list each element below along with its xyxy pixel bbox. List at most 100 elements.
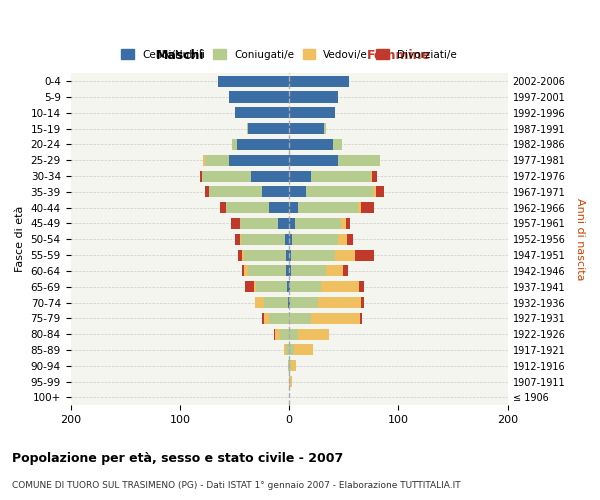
Bar: [290, 281, 321, 292]
Bar: [288, 297, 289, 308]
Legend: Celibi/Nubili, Coniugati/e, Vedovi/e, Divorziati/e: Celibi/Nubili, Coniugati/e, Vedovi/e, Di…: [117, 46, 461, 64]
Bar: [269, 313, 289, 324]
Bar: [205, 186, 209, 198]
Bar: [262, 186, 289, 198]
Bar: [231, 218, 240, 229]
Bar: [289, 234, 292, 245]
Bar: [262, 313, 264, 324]
Bar: [242, 266, 244, 276]
Bar: [240, 234, 241, 245]
Bar: [321, 281, 359, 292]
Bar: [232, 139, 236, 150]
Bar: [359, 281, 364, 292]
Bar: [295, 218, 341, 229]
Bar: [285, 234, 289, 245]
Bar: [251, 170, 289, 181]
Bar: [298, 202, 358, 213]
Bar: [371, 170, 372, 181]
Bar: [286, 250, 289, 260]
Bar: [347, 234, 353, 245]
Bar: [220, 202, 226, 213]
Bar: [290, 297, 317, 308]
Y-axis label: Anni di nascita: Anni di nascita: [575, 198, 585, 280]
Bar: [254, 281, 256, 292]
Bar: [361, 202, 374, 213]
Bar: [346, 218, 350, 229]
Bar: [289, 108, 335, 118]
Bar: [264, 297, 288, 308]
Bar: [247, 123, 248, 134]
Bar: [311, 313, 360, 324]
Bar: [229, 92, 289, 102]
Bar: [289, 344, 293, 356]
Bar: [324, 123, 326, 134]
Bar: [280, 328, 289, 340]
Bar: [209, 186, 262, 198]
Bar: [278, 218, 289, 229]
Bar: [240, 218, 278, 229]
Bar: [361, 297, 364, 308]
Bar: [289, 92, 338, 102]
Bar: [289, 376, 290, 387]
Bar: [289, 76, 349, 86]
Bar: [202, 170, 251, 181]
Bar: [235, 234, 240, 245]
Bar: [289, 313, 311, 324]
Bar: [269, 202, 289, 213]
Bar: [218, 76, 289, 86]
Bar: [360, 313, 362, 324]
Bar: [289, 328, 298, 340]
Bar: [355, 250, 374, 260]
Bar: [289, 360, 292, 372]
Bar: [293, 344, 313, 356]
Bar: [289, 186, 305, 198]
Bar: [242, 250, 244, 260]
Bar: [317, 297, 361, 308]
Bar: [248, 123, 289, 134]
Bar: [248, 266, 286, 276]
Bar: [264, 313, 269, 324]
Bar: [289, 139, 333, 150]
Bar: [326, 266, 343, 276]
Bar: [284, 344, 286, 356]
Text: Popolazione per età, sesso e stato civile - 2007: Popolazione per età, sesso e stato civil…: [12, 452, 343, 465]
Bar: [338, 234, 347, 245]
Bar: [255, 297, 264, 308]
Bar: [287, 281, 289, 292]
Bar: [298, 328, 329, 340]
Bar: [289, 154, 338, 166]
Bar: [372, 170, 377, 181]
Bar: [292, 250, 335, 260]
Bar: [245, 281, 254, 292]
Bar: [244, 266, 248, 276]
Bar: [289, 250, 292, 260]
Bar: [200, 170, 202, 181]
Bar: [335, 250, 355, 260]
Bar: [244, 250, 286, 260]
Text: COMUNE DI TUORO SUL TRASIMENO (PG) - Dati ISTAT 1° gennaio 2007 - Elaborazione T: COMUNE DI TUORO SUL TRASIMENO (PG) - Dat…: [12, 481, 461, 490]
Bar: [305, 186, 373, 198]
Text: Femmine: Femmine: [367, 49, 430, 62]
Bar: [376, 186, 384, 198]
Bar: [229, 154, 289, 166]
Bar: [274, 328, 275, 340]
Bar: [289, 266, 292, 276]
Bar: [292, 360, 296, 372]
Bar: [289, 202, 298, 213]
Bar: [236, 139, 289, 150]
Bar: [311, 170, 371, 181]
Bar: [205, 154, 229, 166]
Bar: [256, 281, 287, 292]
Bar: [290, 376, 292, 387]
Bar: [235, 108, 289, 118]
Bar: [289, 281, 290, 292]
Bar: [289, 123, 324, 134]
Bar: [275, 328, 280, 340]
Bar: [292, 266, 326, 276]
Bar: [241, 234, 285, 245]
Bar: [289, 218, 295, 229]
Bar: [203, 154, 205, 166]
Bar: [292, 234, 338, 245]
Bar: [289, 297, 290, 308]
Bar: [226, 202, 269, 213]
